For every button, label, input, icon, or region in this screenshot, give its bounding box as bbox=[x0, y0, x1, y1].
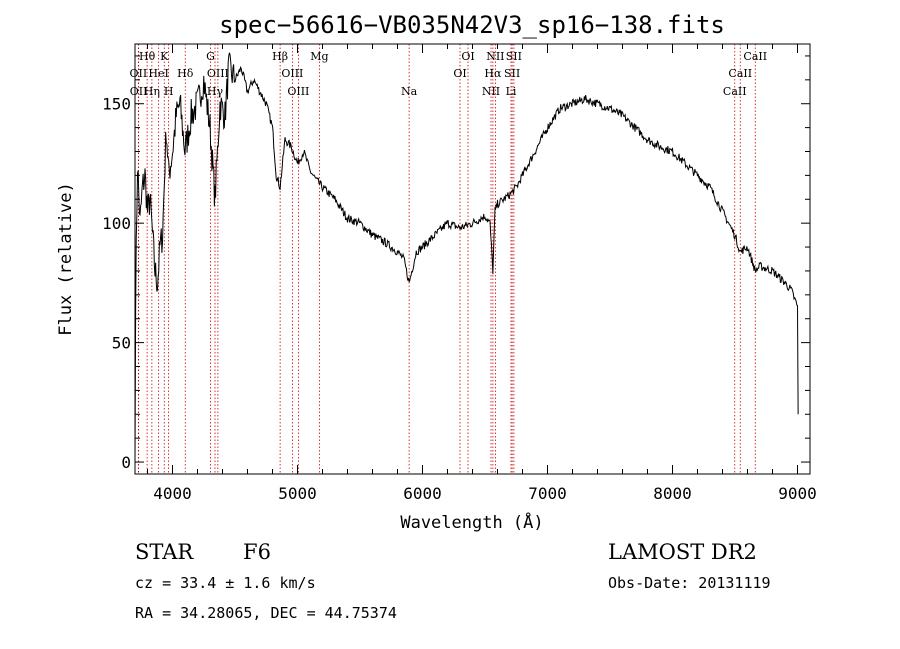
y-axis-label: Flux (relative) bbox=[56, 182, 76, 336]
spectral-line-label: G bbox=[206, 50, 215, 63]
y-tick-label: 100 bbox=[102, 214, 131, 233]
spectral-line-label: OIII bbox=[287, 85, 309, 98]
spectral-line-label: CaII bbox=[723, 85, 747, 98]
spectral-line-label: Hα bbox=[484, 67, 502, 80]
spectral-line-label: NII bbox=[486, 50, 504, 63]
spectral-line-label: SII bbox=[506, 50, 522, 63]
obs-date: Obs-Date: 20131119 bbox=[608, 574, 771, 592]
spectral-line-label: HeI bbox=[148, 67, 168, 80]
spectral-line-label: Hδ bbox=[177, 67, 194, 80]
axis-ticks: 4000 5000 6000 7000 8000 9000 0 50 100 150 bbox=[102, 44, 817, 503]
spectral-line-label: SII bbox=[504, 67, 520, 80]
spectral-subclass: F6 bbox=[243, 540, 271, 564]
spectral-line-label: OIII bbox=[281, 67, 303, 80]
coordinates: RA = 34.28065, DEC = 44.75374 bbox=[135, 604, 397, 622]
x-tick-label: 4000 bbox=[153, 484, 192, 503]
x-tick-label: 6000 bbox=[403, 484, 442, 503]
spectral-line-label: Hη bbox=[144, 85, 160, 98]
y-tick-label: 50 bbox=[112, 334, 131, 353]
spectral-line-label: NII bbox=[482, 85, 500, 98]
redshift-readout: cz = 33.4 ± 1.6 km/s bbox=[135, 574, 316, 592]
spectral-line-label: OII bbox=[130, 67, 148, 80]
plot-frame bbox=[134, 43, 811, 475]
y-tick-label: 150 bbox=[102, 95, 131, 114]
spectral-line-label: Hβ bbox=[272, 50, 288, 63]
survey-name: LAMOST DR2 bbox=[608, 540, 757, 564]
spectral-lines-layer bbox=[137, 44, 756, 474]
spectral-line-label: OI bbox=[453, 67, 466, 80]
y-tick-label: 0 bbox=[121, 453, 131, 472]
object-class: STAR bbox=[135, 540, 194, 564]
spectral-line-label: Na bbox=[401, 85, 418, 98]
x-tick-label: 5000 bbox=[278, 484, 317, 503]
spectral-line-label: CaII bbox=[743, 50, 767, 63]
spectral-line-label: Li bbox=[506, 85, 517, 98]
x-axis-label: Wavelength (Å) bbox=[400, 511, 543, 533]
spectral-line-label: Mg bbox=[310, 50, 328, 63]
x-tick-label: 9000 bbox=[778, 484, 817, 503]
chart-title: spec−56616−VB035N42V3_sp16−138.fits bbox=[219, 11, 725, 39]
spectrum-series-line bbox=[134, 52, 799, 463]
spectral-line-label: OI bbox=[461, 50, 474, 63]
spectral-line-label: H bbox=[164, 85, 174, 98]
x-tick-label: 7000 bbox=[528, 484, 567, 503]
x-tick-label: 8000 bbox=[653, 484, 692, 503]
spectral-line-label: OIII bbox=[207, 67, 229, 80]
spectral-line-label: Hγ bbox=[207, 85, 224, 98]
spectral-line-label: CaII bbox=[728, 67, 752, 80]
spectral-line-label: OII bbox=[130, 85, 148, 98]
spectral-line-label: Hθ bbox=[139, 50, 156, 63]
spectral-line-label: K bbox=[160, 50, 169, 63]
